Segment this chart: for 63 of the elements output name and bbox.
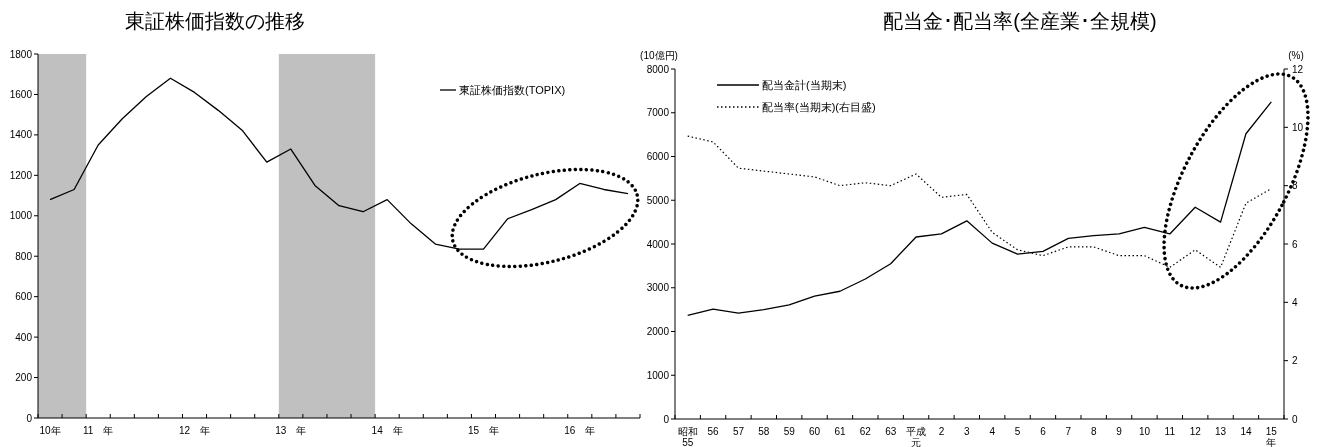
x-tick-label: 15年	[1265, 426, 1278, 447]
x-tick-label: 62	[859, 426, 872, 437]
x-tick-label: 11	[1164, 426, 1176, 437]
y-tick-label: 6000	[646, 151, 670, 162]
y2-tick-label: 4	[1292, 296, 1298, 308]
y-tick-label: 0	[663, 413, 670, 425]
x-tick-label: 10年	[39, 425, 61, 436]
x-tick-label: 13	[1215, 426, 1227, 437]
x-tick-label: 10	[1138, 426, 1151, 437]
x-tick-label: 6	[1040, 426, 1047, 437]
x-tick-label: 2	[938, 426, 945, 437]
y-tick-label: 200	[15, 372, 33, 384]
x-tick-label: 57	[732, 426, 745, 437]
y-tick-label: 5000	[646, 194, 670, 206]
y-tick-label: 600	[15, 291, 33, 303]
x-tick-label: 61	[834, 426, 846, 437]
x-tick-label: 16 年	[564, 425, 596, 436]
x-tick-label: 13 年	[275, 425, 307, 436]
y-tick-label: 3000	[646, 282, 670, 294]
x-tick-label: 12	[1189, 426, 1202, 437]
x-tick-label: 56	[707, 426, 720, 437]
y-tick-label: 1600	[9, 88, 33, 100]
x-tick-label: 14 年	[371, 425, 403, 436]
x-tick-label: 59	[783, 426, 796, 437]
y2-tick-label: 0	[1292, 413, 1298, 425]
x-tick-label: 3	[964, 426, 971, 437]
y-tick-label: 0	[26, 412, 33, 424]
y-tick-label: 7000	[646, 107, 670, 119]
y-tick-label: 1000	[9, 210, 33, 222]
y2-tick-label: 10	[1292, 121, 1304, 133]
x-tick-label: 9	[1116, 426, 1123, 437]
x-tick-label: 14	[1240, 426, 1252, 437]
x-tick-label: 4	[989, 426, 996, 437]
x-tick-label: 8	[1090, 426, 1097, 437]
legend-label: 配当率(当期末)(右目盛)	[762, 101, 876, 113]
y-tick-label: 800	[15, 250, 33, 262]
x-tick-label: 平成元	[906, 426, 927, 447]
y2-tick-label: 12	[1292, 63, 1304, 75]
y-tick-label: 1000	[646, 369, 670, 381]
legend-label: 配当金計(当期末)	[762, 79, 847, 91]
chart-title: 配当金･配当率(全産業･全規模)	[883, 10, 1157, 32]
x-tick-label: 60	[809, 426, 821, 437]
legend-label: 東証株価指数(TOPIX)	[459, 84, 566, 96]
x-tick-label: 58	[758, 426, 770, 437]
x-tick-label: 63	[885, 426, 897, 437]
chart-title: 東証株価指数の推移	[125, 10, 305, 32]
x-tick-label: 11 年	[83, 425, 114, 436]
y-tick-label: 1200	[9, 169, 33, 181]
x-tick-label: 15 年	[467, 425, 500, 436]
y-tick-label: 2000	[646, 326, 670, 337]
y-tick-label: 1400	[9, 129, 33, 141]
y-tick-label: 1800	[9, 48, 33, 60]
y2-axis-title: (%)	[1288, 50, 1304, 61]
y-tick-label: 400	[15, 331, 33, 343]
y-tick-label: 8000	[646, 63, 670, 75]
x-tick-label: 昭和55	[677, 426, 698, 447]
y-tick-label: 4000	[646, 238, 670, 250]
y2-tick-label: 2	[1292, 355, 1298, 367]
x-tick-label: 12 年	[178, 425, 211, 436]
x-tick-label: 5	[1014, 426, 1021, 437]
y2-tick-label: 6	[1292, 238, 1298, 250]
x-tick-label: 7	[1065, 426, 1072, 437]
y-axis-title: (10億円)	[640, 50, 678, 61]
